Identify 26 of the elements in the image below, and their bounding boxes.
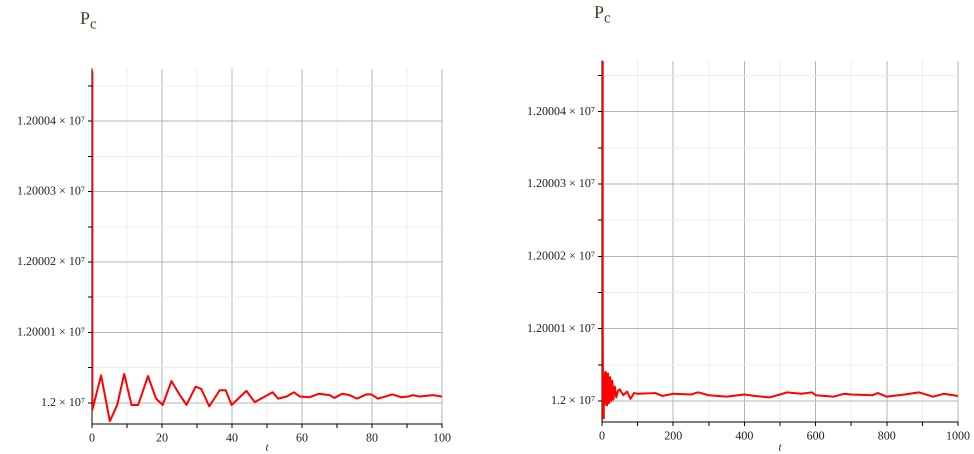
- y-tick-label: 1.20002 × 10⁷: [17, 254, 85, 268]
- x-tick-label: 200: [664, 428, 682, 442]
- y-tick-label: 1.20004 × 10⁷: [17, 113, 85, 128]
- x-tick-label: 100: [433, 430, 451, 444]
- y-tick-label: 1.2 × 10⁷: [41, 395, 85, 410]
- x-tick-label: 0: [89, 430, 95, 444]
- y-tick-label: 1.20003 × 10⁷: [527, 176, 595, 190]
- x-tick-label: 20: [156, 430, 168, 444]
- y-tick-label: 1.20004 × 10⁷: [527, 104, 595, 118]
- y-tick-label: 1.20001 × 10⁷: [17, 324, 85, 339]
- x-axis-title: t: [778, 441, 782, 454]
- y-tick-label: 1.20001 × 10⁷: [527, 320, 595, 335]
- x-tick-label: 60: [296, 430, 308, 444]
- y-tick-label: 1.20002 × 10⁷: [527, 248, 595, 262]
- chart-title: P$_{c}$: [80, 8, 97, 34]
- x-tick-label: 40: [226, 430, 238, 444]
- x-tick-label: 400: [735, 428, 754, 442]
- x-tick-label: 600: [806, 428, 825, 442]
- x-tick-label: 800: [878, 428, 896, 442]
- x-tick-label: 1000: [946, 428, 970, 442]
- y-tick-label: 1.2 × 10⁷: [551, 393, 595, 408]
- x-tick-label: 80: [366, 430, 378, 444]
- y-tick-label: 1.20003 × 10⁷: [17, 184, 85, 198]
- x-axis-title: t: [265, 441, 270, 454]
- chart-title: P$_{c}$: [594, 2, 611, 28]
- x-tick-label: 0: [599, 428, 605, 442]
